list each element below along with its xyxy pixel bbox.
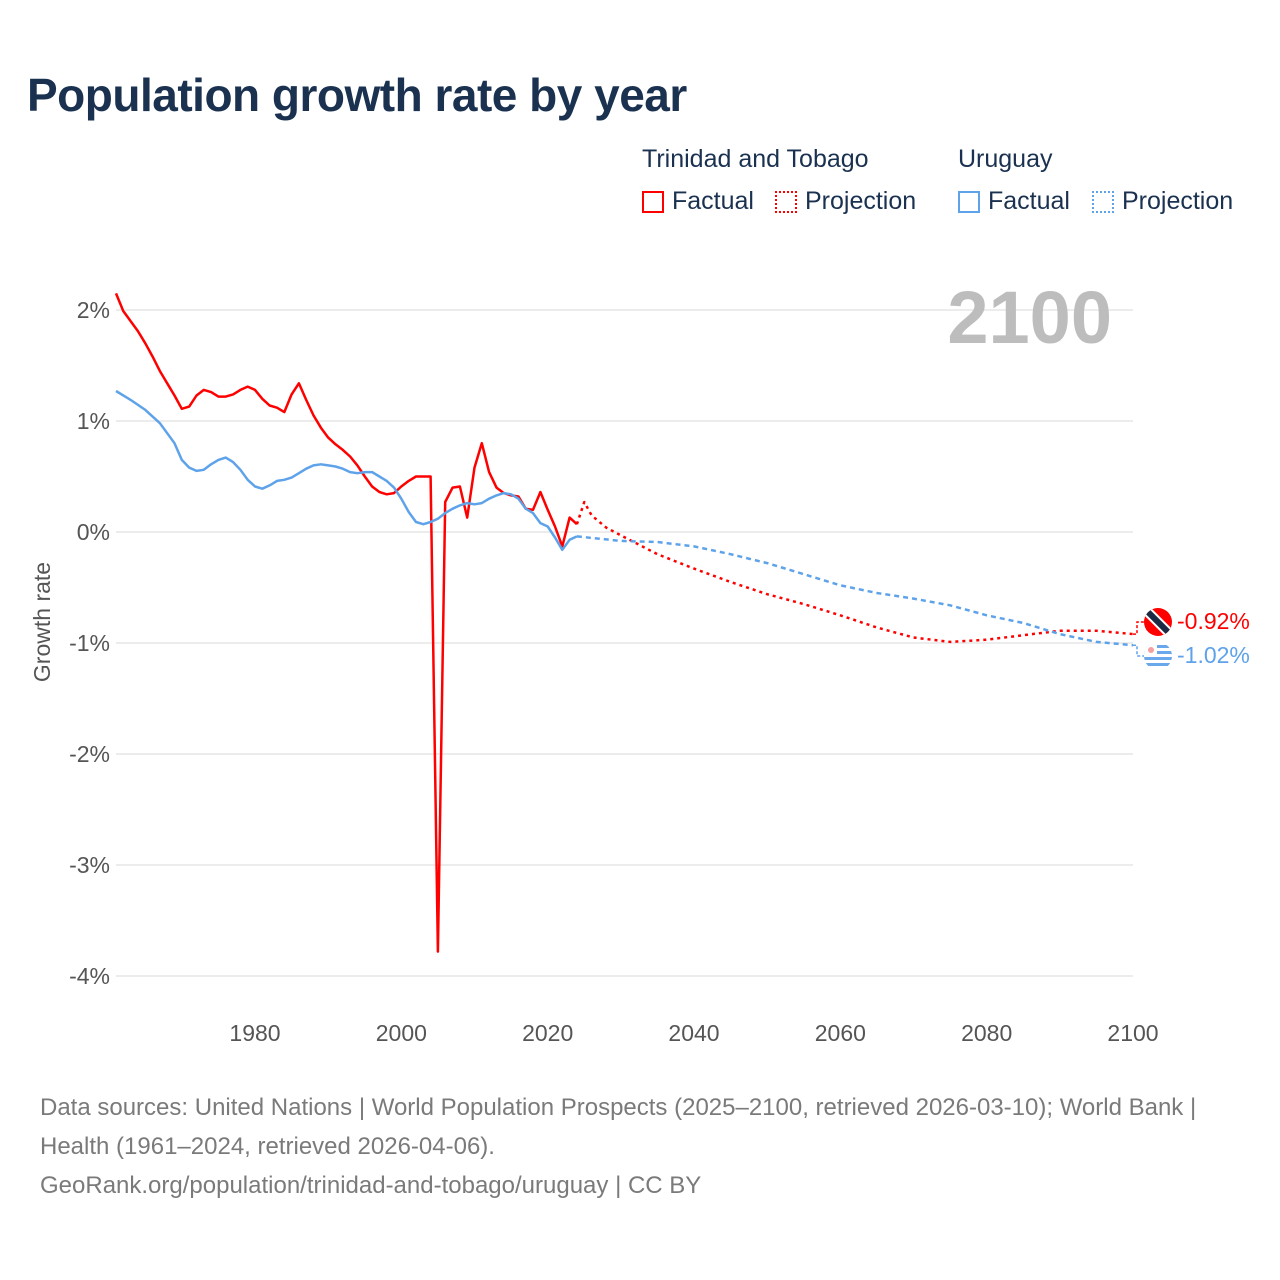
y-axis-label: Growth rate [29,562,55,682]
end-connector [1133,621,1144,635]
year-watermark: 2100 [947,276,1112,359]
y-tick-label: -1% [69,630,110,656]
trinidad-flag-icon [1144,608,1172,636]
legend-swatch-solid [642,190,664,213]
uruguay-flag-icon [1144,642,1172,670]
x-tick-label: 2020 [522,1020,573,1046]
y-tick-label: 0% [77,519,110,545]
series-line [114,292,578,953]
x-tick-label: 2040 [668,1020,719,1046]
source-url[interactable]: GeoRank.org/population/trinidad-and-toba… [40,1172,702,1199]
legend-tt-projection[interactable]: Projection [775,187,916,216]
series-line [115,389,578,552]
x-tick-label: 2100 [1107,1020,1158,1046]
legend-swatch-solid [958,190,980,213]
legend-label: Factual [988,187,1070,215]
end-label-trinidad: -0.92% [1177,608,1250,634]
y-tick-label: 2% [77,297,110,323]
legend-uy-factual[interactable]: Factual [958,187,1070,216]
y-tick-label: -3% [69,852,110,878]
legend-label: Projection [805,187,917,215]
line-chart: 2% 1% 0% -1% -2% -3% -4% 1980 2000 2020 2040 2060 20… [29,276,1250,1046]
y-tick-label: 1% [77,408,110,434]
legend-uy-projection[interactable]: Projection [1092,187,1233,216]
x-tick-label: 2000 [376,1020,427,1046]
data-sources: Data sources: United Nations | World Pop… [40,1094,1197,1160]
series-line [576,535,1134,647]
legend-label: Projection [1122,187,1234,215]
y-tick-label: -2% [69,741,110,767]
end-connector [1133,644,1144,657]
legend-swatch-dotted [775,190,797,213]
legend-group-trinidad: Trinidad and Tobago [642,145,869,173]
sources-note: Data sources: United Nations | World Pop… [40,1088,1240,1205]
y-tick-label: -4% [69,963,110,989]
legend-swatch-dotted [1092,190,1114,213]
x-tick-label: 2080 [961,1020,1012,1046]
series-line [575,500,1134,644]
x-tick-label: 2060 [815,1020,866,1046]
legend-label: Factual [672,187,754,215]
x-tick-label: 1980 [229,1020,280,1046]
end-label-uruguay: -1.02% [1177,642,1250,668]
chart-title: Population growth rate by year [27,69,687,121]
legend-tt-factual[interactable]: Factual [642,187,754,216]
legend-group-uruguay: Uruguay [958,145,1053,173]
